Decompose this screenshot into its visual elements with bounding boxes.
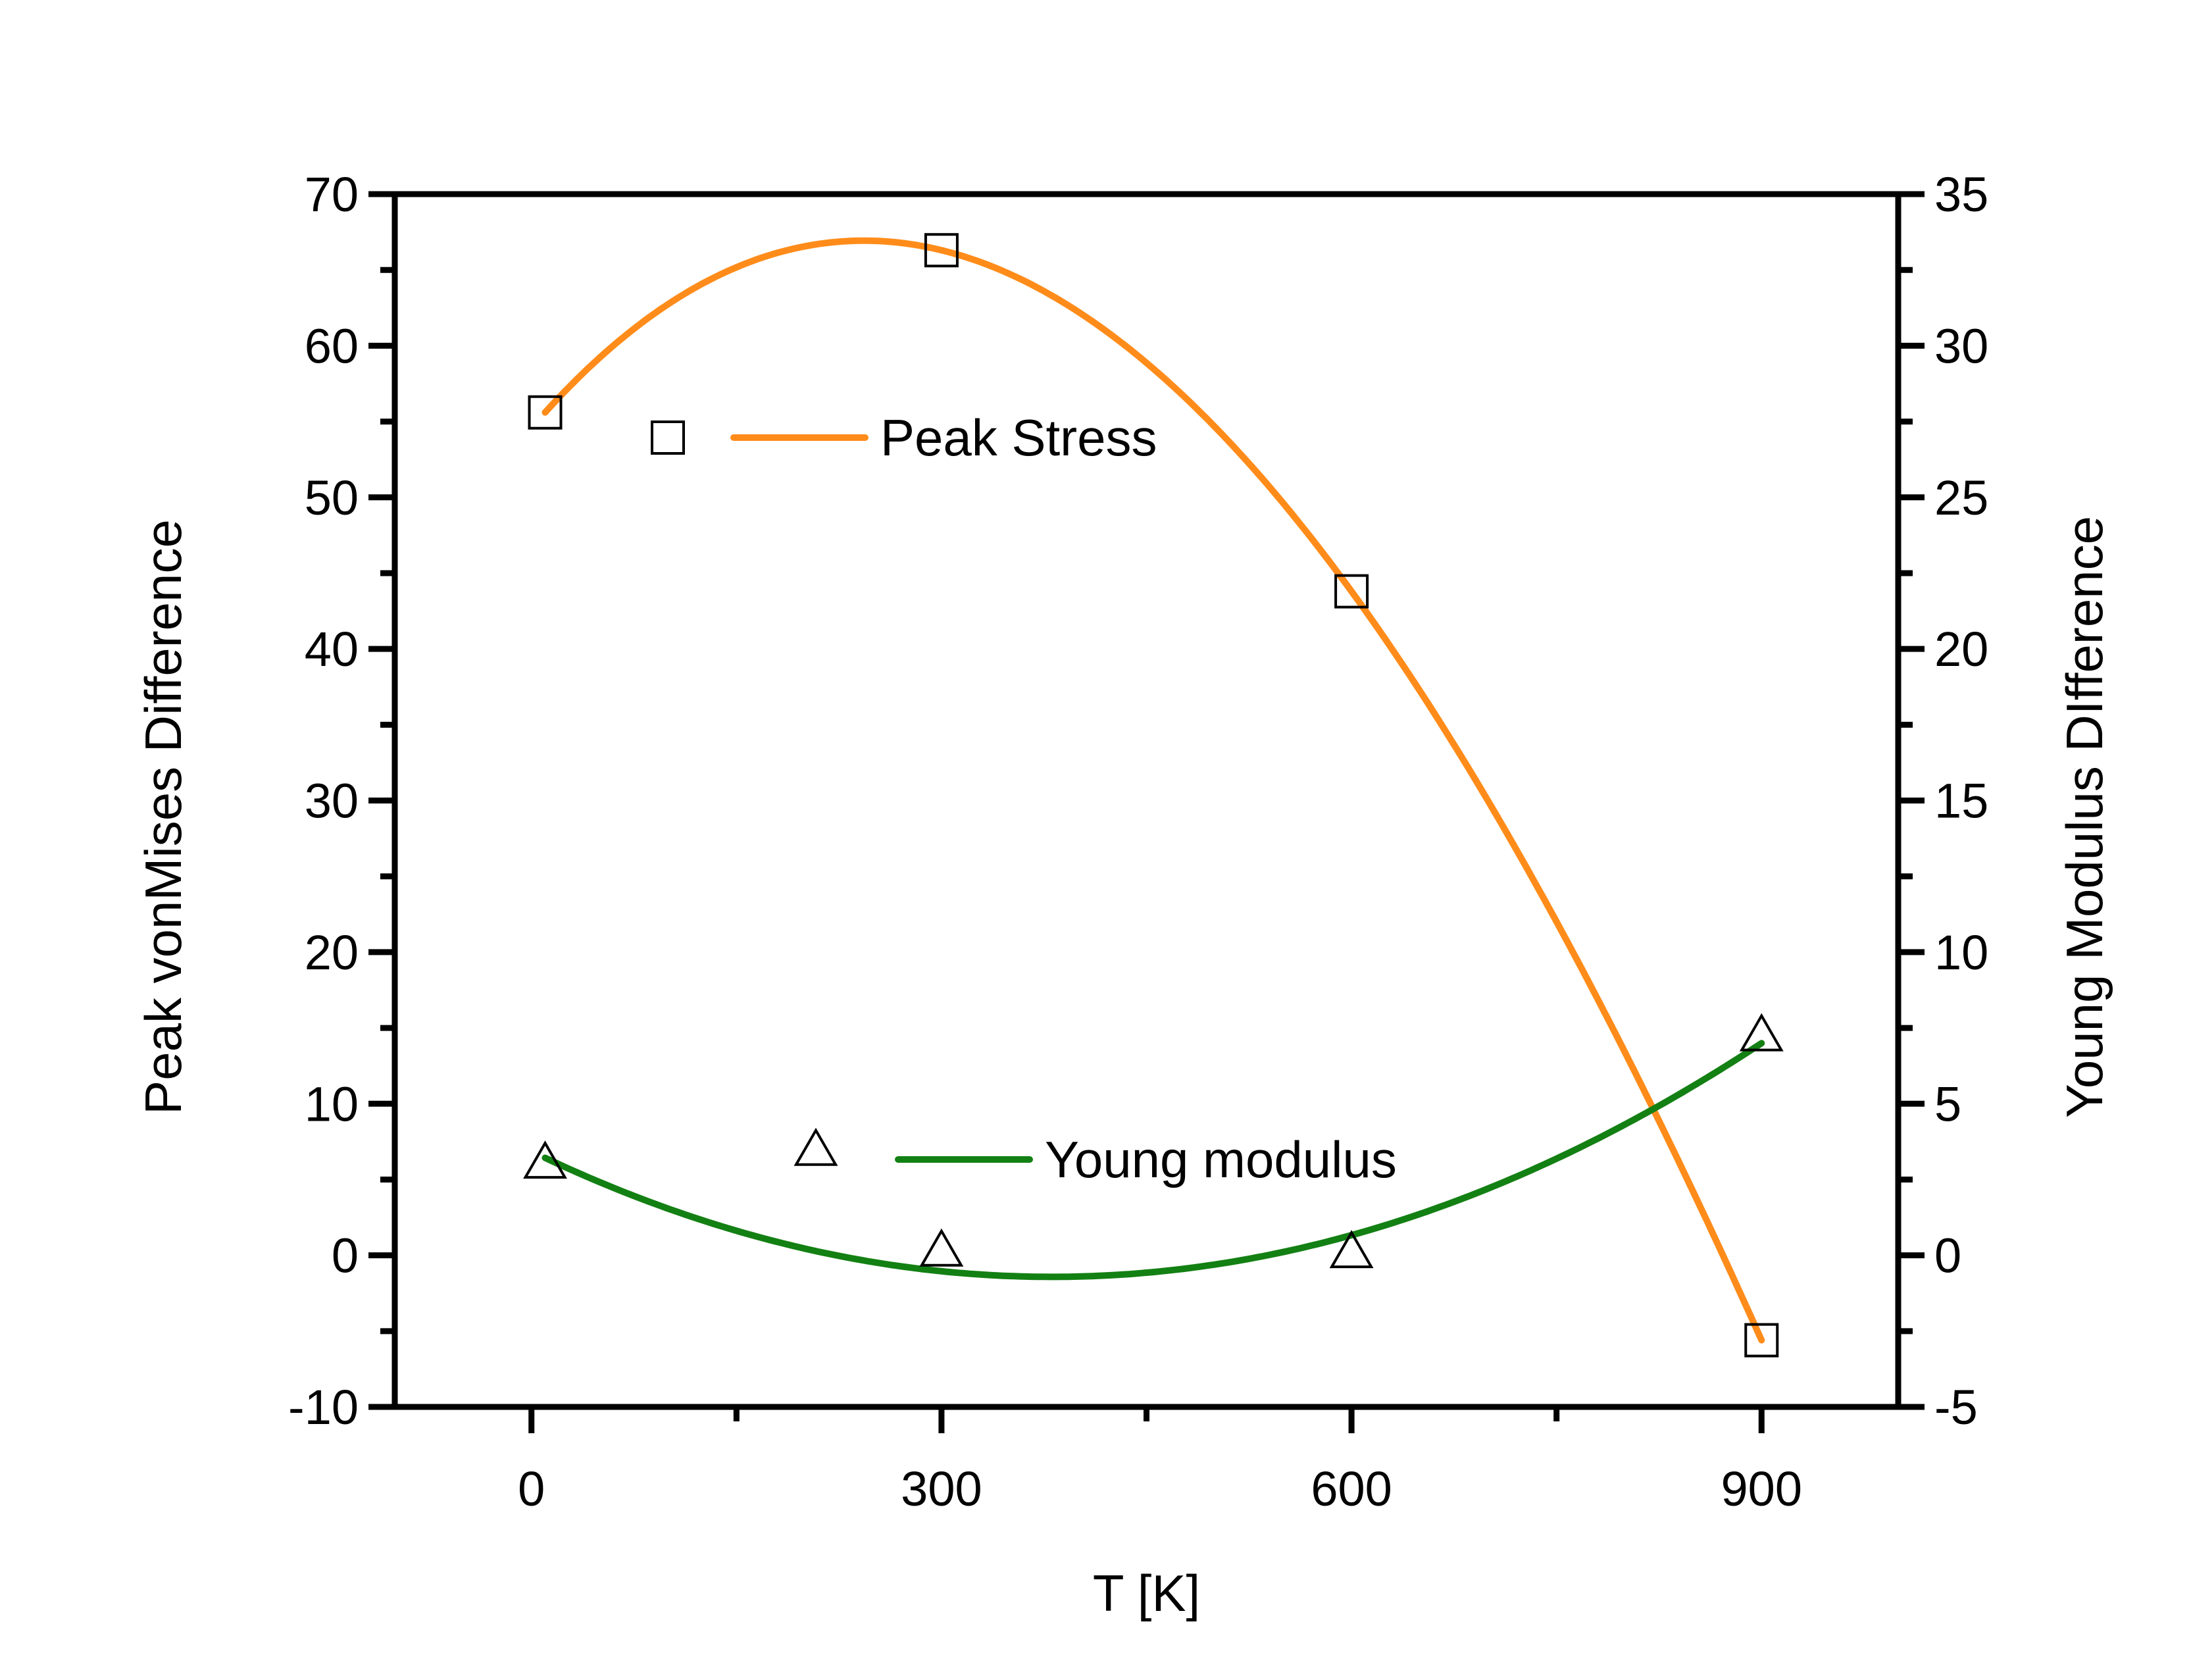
data-point-young-modulus xyxy=(1739,1013,1784,1052)
legend-marker-triangle xyxy=(793,1127,838,1166)
legend-label-young-modulus: Young modulus xyxy=(1045,1131,1397,1188)
y-right-tick-label: 10 xyxy=(1934,925,1988,980)
data-point-peak-stress xyxy=(924,233,959,268)
y-left-tick-label: 60 xyxy=(305,318,359,373)
y-left-tick-label: 10 xyxy=(305,1077,359,1131)
data-point-young-modulus xyxy=(919,1228,964,1267)
y-right-tick-label: 15 xyxy=(1934,774,1988,828)
y-left-tick-label: -10 xyxy=(288,1380,359,1435)
markers-layer xyxy=(523,233,1784,1358)
y-right-tick-label: 20 xyxy=(1934,622,1988,676)
data-point-young-modulus xyxy=(523,1140,567,1179)
data-point-peak-stress xyxy=(1744,1323,1779,1358)
x-tick-label: 900 xyxy=(1721,1462,1802,1516)
y-right-tick-label: -5 xyxy=(1934,1380,1978,1435)
tick-labels-layer: -10 0 10 20 30 40 50 60 70 -5 0 5 10 15 20 25 30 35 0 300 60… xyxy=(288,167,1988,1516)
ticks-layer xyxy=(368,191,1925,1433)
legend-item-young-modulus xyxy=(793,1127,1033,1166)
y-right-tick-label: 5 xyxy=(1934,1077,1961,1131)
plot-frame xyxy=(391,191,1901,1410)
data-point-peak-stress xyxy=(1334,574,1369,609)
fit-curves-layer xyxy=(541,237,1765,1344)
legend: Peak Stress Young modulus xyxy=(651,409,1397,1188)
y-left-tick-label: 0 xyxy=(332,1229,359,1283)
fit-line-peak-stress xyxy=(541,237,1765,1344)
data-point-peak-stress xyxy=(528,395,563,430)
x-tick-label: 300 xyxy=(901,1462,982,1516)
x-tick-label: 600 xyxy=(1311,1462,1392,1516)
legend-label-peak-stress: Peak Stress xyxy=(880,409,1157,467)
y-right-tick-label: 0 xyxy=(1934,1229,1961,1283)
legend-marker-square xyxy=(651,420,685,455)
y-left-tick-label: 30 xyxy=(305,774,359,828)
y-left-tick-label: 20 xyxy=(305,925,359,980)
y-right-tick-label: 25 xyxy=(1934,471,1988,525)
data-point-young-modulus xyxy=(1329,1230,1374,1269)
y-left-tick-label: 50 xyxy=(305,471,359,525)
y-axis-left-title: Peak vonMises Difference xyxy=(134,519,192,1115)
legend-item-peak-stress xyxy=(651,420,869,455)
x-tick-label: 0 xyxy=(518,1462,545,1516)
y-right-tick-label: 35 xyxy=(1934,167,1988,222)
y-axis-right-title: Young Modulus DIfference xyxy=(2055,516,2113,1118)
y-left-tick-label: 70 xyxy=(305,167,359,222)
x-axis-title: T [K] xyxy=(1093,1564,1200,1622)
y-right-tick-label: 30 xyxy=(1934,318,1988,373)
fit-line-young-modulus xyxy=(541,1040,1765,1281)
y-left-tick-label: 40 xyxy=(305,622,359,676)
